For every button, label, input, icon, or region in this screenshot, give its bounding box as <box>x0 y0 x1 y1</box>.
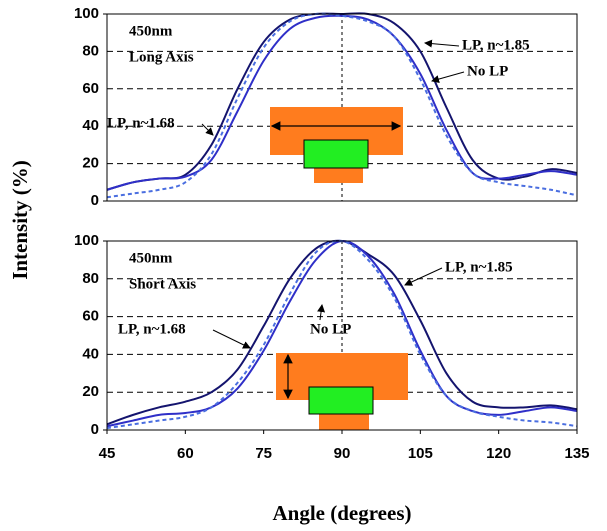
series-label: LP, n~1.68 <box>118 321 186 337</box>
x-tick-label: 135 <box>564 445 589 462</box>
inset-shape <box>303 139 369 169</box>
y-axis-label: Intensity (%) <box>8 160 32 280</box>
label-arrow <box>212 329 251 349</box>
label-arrow <box>404 267 443 286</box>
y-tick-label: 80 <box>82 270 99 287</box>
y-tick-label: 20 <box>82 155 99 172</box>
annotation: 450nm <box>129 250 173 266</box>
series-label: No LP <box>310 321 351 337</box>
label-arrow <box>424 39 460 48</box>
label-arrow <box>317 304 326 321</box>
x-tick-label: 90 <box>334 445 351 462</box>
series-label: LP, n~1.85 <box>445 259 513 275</box>
x-tick-label: 105 <box>408 445 433 462</box>
series-label: No LP <box>467 63 508 79</box>
y-tick-label: 40 <box>82 345 99 362</box>
x-tick-label: 60 <box>177 445 194 462</box>
y-tick-label: 60 <box>82 80 99 97</box>
y-tick-label: 0 <box>91 192 99 209</box>
y-tick-label: 60 <box>82 308 99 325</box>
y-tick-label: 0 <box>91 421 99 438</box>
series-line <box>106 12 578 199</box>
annotation: Short Axis <box>129 276 196 292</box>
y-tick-label: 80 <box>82 42 99 59</box>
y-tick-label: 100 <box>74 232 99 249</box>
x-tick-label: 45 <box>99 445 116 462</box>
series-label: LP, n~1.85 <box>462 37 530 53</box>
plot-frame <box>106 240 578 431</box>
x-tick-label: 75 <box>255 445 272 462</box>
annotation: Long Axis <box>129 49 194 65</box>
y-tick-label: 20 <box>82 383 99 400</box>
x-axis-label: Angle (degrees) <box>273 501 412 525</box>
label-arrow <box>431 71 465 83</box>
x-tick-label: 120 <box>486 445 511 462</box>
annotation: 450nm <box>129 23 173 39</box>
inset-shape <box>308 386 374 415</box>
label-arrow <box>201 123 214 136</box>
plot-frame <box>106 13 578 202</box>
series-label: LP, n~1.68 <box>107 115 175 131</box>
y-tick-label: 40 <box>82 117 99 134</box>
y-tick-label: 100 <box>74 5 99 22</box>
series-line <box>106 14 578 191</box>
